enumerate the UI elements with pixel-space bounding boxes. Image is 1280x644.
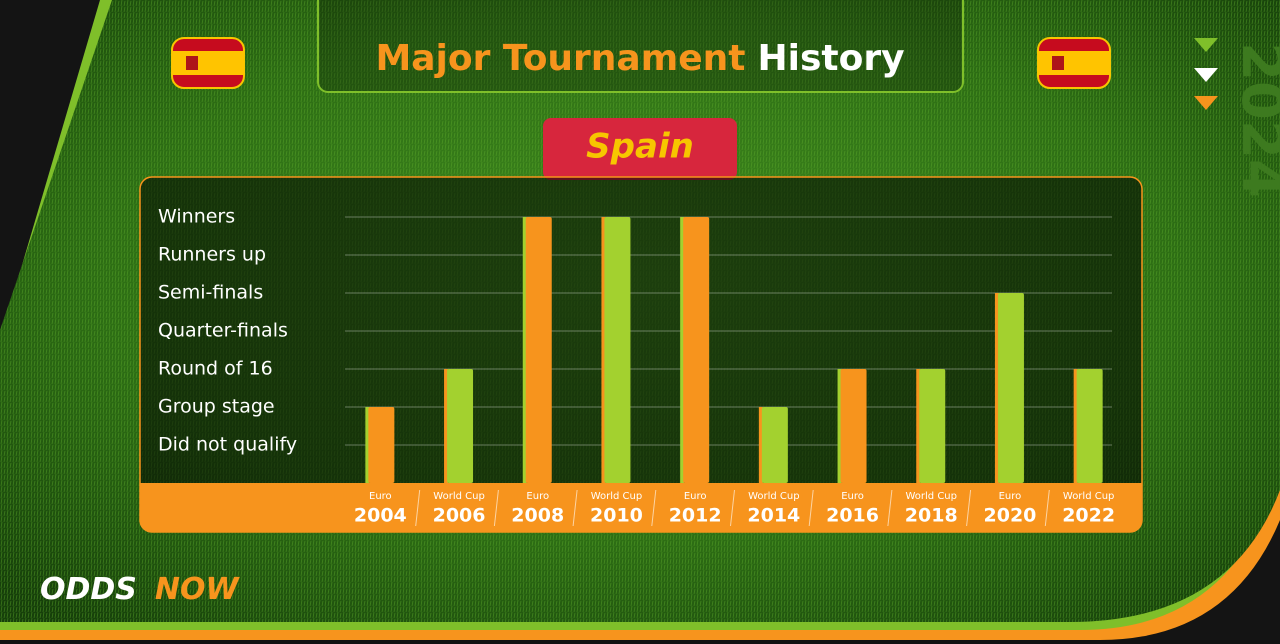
chart-subtitle: Spain <box>586 127 694 167</box>
x-tick-label: 2016 <box>826 505 879 527</box>
y-tick-label: Group stage <box>158 396 275 418</box>
x-tick-label: 2010 <box>590 505 643 527</box>
bar <box>1076 369 1103 483</box>
x-tick-sublabel: Euro <box>369 491 392 502</box>
bar-edge <box>680 217 685 483</box>
x-tick-sublabel: Euro <box>684 491 707 502</box>
separator <box>966 489 972 527</box>
x-tick-sublabel: World Cup <box>905 491 957 502</box>
separator <box>887 489 893 527</box>
title-main: Major Tournament <box>375 38 745 79</box>
year-watermark: 2024 <box>1229 42 1280 198</box>
separator <box>1044 489 1050 527</box>
bar <box>447 369 474 483</box>
separator <box>651 489 657 527</box>
x-tick-label: 2018 <box>905 505 958 527</box>
bar-edge <box>444 369 449 483</box>
separator <box>572 489 578 527</box>
bar <box>919 369 946 483</box>
logo-right: NOW <box>155 572 241 607</box>
separator <box>493 489 499 527</box>
bar <box>525 217 552 483</box>
bar-edge <box>994 293 999 483</box>
bar-edge <box>1073 369 1078 483</box>
y-tick-label: Round of 16 <box>158 358 273 380</box>
bar-edge <box>916 369 921 483</box>
x-tick-label: 2008 <box>511 505 564 527</box>
arrows <box>1194 38 1218 110</box>
x-tick-sublabel: Euro <box>999 491 1022 502</box>
x-tick-label: 2014 <box>747 505 800 527</box>
subtitle-tab <box>543 118 737 180</box>
x-tick-sublabel: World Cup <box>748 491 800 502</box>
bar-edge <box>758 407 763 483</box>
x-tick-label: 2022 <box>1062 505 1115 527</box>
bar-edge <box>837 369 842 483</box>
x-tick-label: 2004 <box>354 505 407 527</box>
x-tick-label: 2020 <box>984 505 1037 527</box>
bar <box>604 217 631 483</box>
plot-panel <box>139 176 1143 533</box>
logo-left: ODDS <box>40 572 137 607</box>
bar-edge <box>522 217 527 483</box>
bar <box>840 369 867 483</box>
bar-edge <box>601 217 606 483</box>
plot: Did not qualify Group stage Round of 16 Qua… <box>158 206 1115 527</box>
bar <box>368 407 395 483</box>
x-tick-sublabel: Euro <box>841 491 864 502</box>
flag-left <box>171 37 245 89</box>
x-tick-label: 2012 <box>669 505 722 527</box>
bar <box>683 217 710 483</box>
bar <box>761 407 788 483</box>
y-tick-label: Quarter-finals <box>158 320 288 342</box>
separator <box>730 489 735 527</box>
x-tick-sublabel: World Cup <box>433 491 485 502</box>
title-panel <box>317 0 964 93</box>
logo: ODDS NOW <box>40 572 241 607</box>
y-tick-label: Runners up <box>158 244 266 266</box>
x-tick-label: 2006 <box>433 505 486 527</box>
y-tick-label: Did not qualify <box>158 434 297 456</box>
separator <box>415 489 421 527</box>
x-tick-sublabel: World Cup <box>591 491 643 502</box>
x-tick-sublabel: World Cup <box>1063 491 1115 502</box>
chart-title: Major Tournament History <box>375 38 904 79</box>
y-tick-label: Winners <box>158 206 235 228</box>
bar-edge <box>365 407 370 483</box>
bar <box>997 293 1024 483</box>
flag-right <box>1037 37 1111 89</box>
x-tick-sublabel: Euro <box>526 491 549 502</box>
separator <box>808 489 814 527</box>
title-highlight: History <box>758 38 905 79</box>
y-tick-label: Semi-finals <box>158 282 263 304</box>
